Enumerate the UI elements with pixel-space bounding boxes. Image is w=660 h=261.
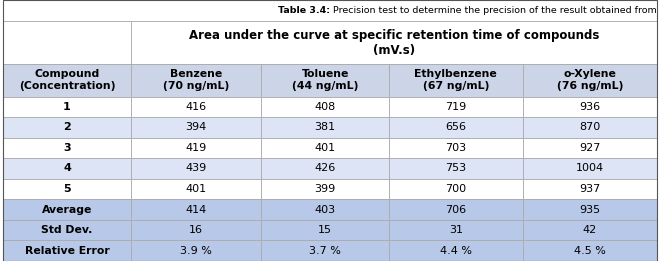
- Text: 2: 2: [63, 122, 71, 132]
- Text: 937: 937: [579, 184, 601, 194]
- Text: 719: 719: [445, 102, 467, 112]
- Text: 4.5 %: 4.5 %: [574, 246, 606, 256]
- Bar: [261, 117, 389, 138]
- Text: Benzene
(70 ng/mL): Benzene (70 ng/mL): [163, 69, 229, 91]
- Text: 401: 401: [315, 143, 336, 153]
- Text: 936: 936: [579, 102, 601, 112]
- Text: 414: 414: [185, 205, 207, 215]
- Bar: [389, 97, 523, 117]
- Text: 426: 426: [314, 163, 336, 174]
- Bar: [131, 64, 261, 97]
- Bar: [523, 138, 657, 158]
- Text: 439: 439: [185, 163, 207, 174]
- Bar: [131, 220, 261, 240]
- Text: 703: 703: [446, 143, 467, 153]
- Bar: [3, 0, 657, 21]
- Bar: [523, 199, 657, 220]
- Bar: [523, 64, 657, 97]
- Text: 416: 416: [185, 102, 207, 112]
- Bar: [389, 64, 523, 97]
- Bar: [3, 64, 131, 97]
- Text: 4.4 %: 4.4 %: [440, 246, 472, 256]
- Text: 408: 408: [314, 102, 336, 112]
- Text: 753: 753: [446, 163, 467, 174]
- Bar: [261, 64, 389, 97]
- Text: 5: 5: [63, 184, 71, 194]
- Text: 1004: 1004: [576, 163, 604, 174]
- Text: 401: 401: [185, 184, 207, 194]
- Bar: [389, 220, 523, 240]
- Bar: [261, 240, 389, 261]
- Bar: [3, 21, 131, 64]
- Bar: [131, 97, 261, 117]
- Text: 419: 419: [185, 143, 207, 153]
- Bar: [3, 158, 131, 179]
- Bar: [523, 97, 657, 117]
- Bar: [261, 220, 389, 240]
- Bar: [389, 199, 523, 220]
- Bar: [131, 138, 261, 158]
- Bar: [523, 117, 657, 138]
- Bar: [3, 240, 131, 261]
- Text: o-Xylene
(76 ng/mL): o-Xylene (76 ng/mL): [556, 69, 623, 91]
- Text: Average: Average: [42, 205, 92, 215]
- Bar: [131, 117, 261, 138]
- Bar: [3, 97, 131, 117]
- Text: 3: 3: [63, 143, 71, 153]
- Text: 656: 656: [446, 122, 466, 132]
- Bar: [261, 97, 389, 117]
- Text: Compound
(Concentration): Compound (Concentration): [18, 69, 116, 91]
- Bar: [3, 179, 131, 199]
- Text: 381: 381: [315, 122, 336, 132]
- Bar: [261, 138, 389, 158]
- Text: 403: 403: [315, 205, 336, 215]
- Text: 15: 15: [318, 225, 332, 235]
- Text: 927: 927: [579, 143, 601, 153]
- Text: 870: 870: [579, 122, 601, 132]
- Text: 3.7 %: 3.7 %: [309, 246, 341, 256]
- Text: Table 3.4:: Table 3.4:: [278, 6, 330, 15]
- Bar: [3, 199, 131, 220]
- Bar: [131, 179, 261, 199]
- Text: 935: 935: [579, 205, 601, 215]
- Bar: [3, 220, 131, 240]
- Bar: [261, 179, 389, 199]
- Bar: [523, 240, 657, 261]
- Text: 399: 399: [314, 184, 336, 194]
- Bar: [131, 158, 261, 179]
- Bar: [523, 158, 657, 179]
- Bar: [131, 21, 657, 64]
- Text: 3.9 %: 3.9 %: [180, 246, 212, 256]
- Bar: [131, 240, 261, 261]
- Bar: [3, 138, 131, 158]
- Bar: [389, 179, 523, 199]
- Text: 700: 700: [446, 184, 467, 194]
- Text: 706: 706: [446, 205, 467, 215]
- Bar: [523, 179, 657, 199]
- Text: 31: 31: [449, 225, 463, 235]
- Text: Ethylbenzene
(67 ng/mL): Ethylbenzene (67 ng/mL): [414, 69, 497, 91]
- Text: Precision test to determine the precision of the result obtained from purge and : Precision test to determine the precisio…: [330, 6, 660, 15]
- Bar: [261, 199, 389, 220]
- Bar: [3, 117, 131, 138]
- Bar: [389, 138, 523, 158]
- Bar: [389, 158, 523, 179]
- Text: Relative Error: Relative Error: [24, 246, 110, 256]
- Text: Std Dev.: Std Dev.: [42, 225, 92, 235]
- Bar: [261, 158, 389, 179]
- Bar: [523, 220, 657, 240]
- Text: 4: 4: [63, 163, 71, 174]
- Text: 42: 42: [583, 225, 597, 235]
- Bar: [131, 199, 261, 220]
- Text: Area under the curve at specific retention time of compounds
(mV.s): Area under the curve at specific retenti…: [189, 29, 599, 57]
- Text: 16: 16: [189, 225, 203, 235]
- Text: 1: 1: [63, 102, 71, 112]
- Text: Toluene
(44 ng/mL): Toluene (44 ng/mL): [292, 69, 358, 91]
- Bar: [389, 117, 523, 138]
- Text: 394: 394: [185, 122, 207, 132]
- Bar: [389, 240, 523, 261]
